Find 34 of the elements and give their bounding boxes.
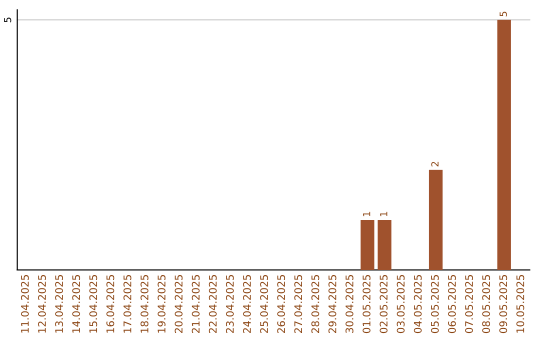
x-tick-label: 15.04.2025 [89, 275, 98, 333]
data-label: 1 [363, 212, 370, 216]
x-tick-label: 06.05.2025 [448, 275, 456, 334]
x-tick-label: 20.04.2025 [174, 275, 183, 334]
x-tick-label: 27.04.2025 [294, 275, 302, 334]
x-tick-label: 05.05.2025 [430, 275, 439, 334]
x-tick-label: 23.04.2025 [226, 275, 234, 334]
x-tick-label: 07.05.2025 [465, 275, 473, 334]
x-tick-label: 08.05.2025 [482, 275, 490, 334]
x-tick-label: 18.04.2025 [140, 275, 148, 333]
x-tick-label: 22.04.2025 [208, 275, 217, 334]
x-tick-label: 24.04.2025 [243, 275, 251, 334]
x-tick-label: 17.04.2025 [123, 275, 132, 333]
x-tick-label: 03.05.2025 [396, 275, 405, 334]
x-tick-label: 11.04.2025 [20, 275, 29, 333]
x-tick-label: 10.05.2025 [516, 275, 524, 333]
x-tick-label: 28.04.2025 [311, 275, 320, 334]
x-tick-label: 16.04.2025 [106, 275, 114, 333]
data-label: 5 [500, 12, 507, 16]
x-tick-label: 13.04.2025 [55, 275, 64, 333]
x-tick-label: 14.04.2025 [72, 275, 80, 333]
x-tick-label: 26.04.2025 [277, 275, 286, 334]
x-tick-label: 04.05.2025 [414, 275, 422, 334]
x-tick-label: 25.04.2025 [260, 275, 268, 334]
data-label: 2 [431, 162, 438, 166]
x-tick-label: 09.05.2025 [499, 275, 508, 334]
x-tick-label: 21.04.2025 [192, 275, 200, 334]
x-tick-label: 02.05.2025 [380, 275, 388, 334]
x-tick-label: 29.04.2025 [328, 275, 336, 334]
x-tick-label: 01.05.2025 [362, 275, 370, 334]
data-label: 1 [380, 212, 388, 216]
x-tick-label: 12.04.2025 [38, 275, 46, 333]
x-tick-label: 19.04.2025 [158, 275, 166, 333]
x-tick-label: 30.04.2025 [346, 275, 354, 333]
